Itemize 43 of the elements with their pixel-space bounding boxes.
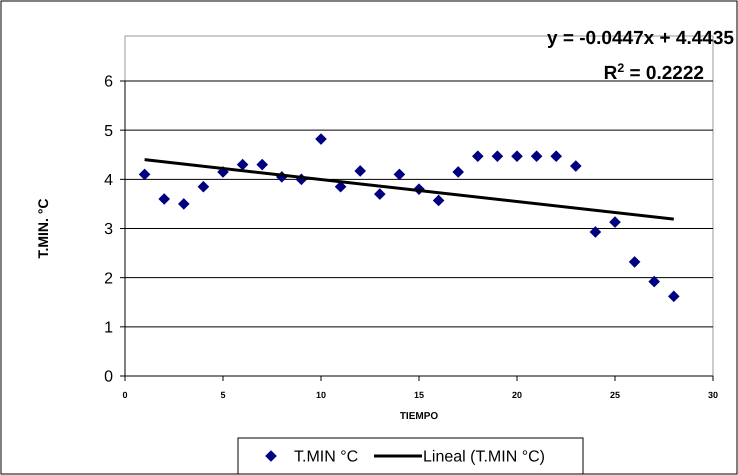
point [648,276,660,288]
point [511,150,523,162]
legend-label: Lineal (T.MIN °C) [423,448,545,466]
point [492,150,504,162]
legend-label: T.MIN °C [294,448,358,466]
x-tick-label: 15 [414,390,424,400]
point [452,166,464,178]
point [394,168,406,180]
point [138,168,150,180]
point [590,226,602,238]
y-tick-label: 5 [104,122,114,140]
x-tick-label: 25 [610,390,620,400]
annotation: R$^{2}$ = 0.2222 [604,61,704,84]
point [628,256,640,268]
y-tick-label: 6 [104,74,114,91]
y-tick-label: 0 [104,368,114,386]
point [236,158,248,170]
x-axis-title: TIEMPO [400,411,438,422]
y-tick-label: 2 [104,270,114,288]
point [315,133,327,145]
x-tick-label: 5 [220,390,226,400]
point [609,216,621,228]
point [472,150,484,162]
point [570,160,582,172]
text: y = -0.0447x + 4.4435 [547,28,734,49]
x-tick-label: 30 [708,390,718,400]
point [158,193,170,205]
point [432,194,444,206]
y-tick-label: 4 [104,172,114,189]
y-tick-label: 3 [104,221,114,238]
y-axis-title: T.MIN. °C [35,198,51,259]
point [354,165,366,177]
point [178,198,190,210]
x-tick-label: 20 [512,390,522,400]
point [374,188,386,200]
x-tick-label: 10 [316,390,326,400]
y-tick-label: 1 [104,319,114,336]
point [198,180,210,193]
point [668,290,680,302]
x-tick-label: 0 [122,390,128,400]
point [530,150,542,162]
point [550,150,562,162]
point [256,158,268,170]
